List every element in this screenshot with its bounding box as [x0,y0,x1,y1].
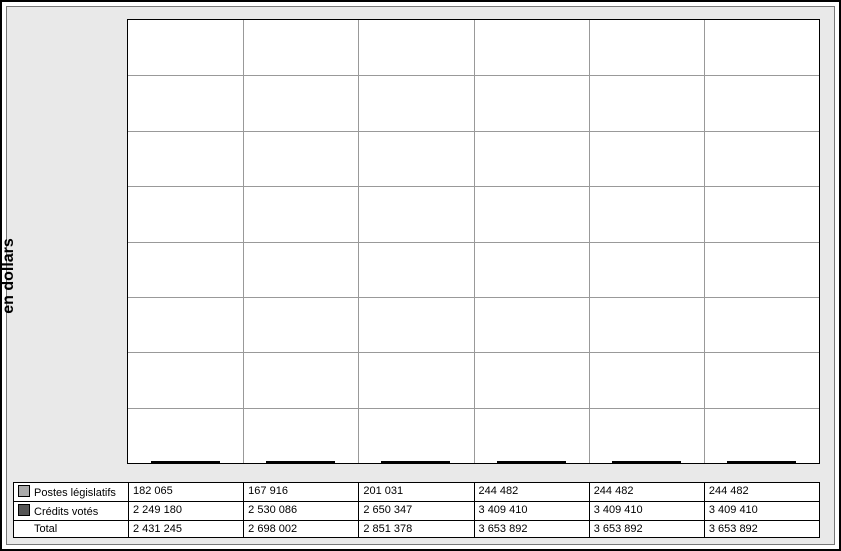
plot-wrap: -500 0001 000 0001 500 0002 000 0002 500… [127,19,820,464]
table-row-label: Total [14,521,128,537]
plot-area: -500 0001 000 0001 500 0002 000 0002 500… [127,19,820,464]
table-cell: 3 653 892 [474,521,589,537]
bar-segment [151,461,220,463]
legend-swatch [18,504,30,516]
table-cell: 2 698 002 [243,521,358,537]
table-cell: 244 482 [474,483,589,501]
table-cell: 2 530 086 [243,502,358,520]
table-cell: 167 916 [243,483,358,501]
category-column: 2023-2024 [474,20,589,463]
chart-frame: en dollars -500 0001 000 0001 500 0002 0… [0,0,841,551]
table-cell: 2 851 378 [358,521,473,537]
table-row-label: Crédits votés [14,502,128,520]
category-column: 2025-2026 [704,20,819,463]
data-table: Postes législatifs182 065167 916201 0312… [13,482,820,538]
category-column: 2024-2025 [589,20,704,463]
table-cell: 182 065 [128,483,243,501]
table-row-label-text: Crédits votés [34,506,98,518]
table-cell: 3 653 892 [589,521,704,537]
legend-swatch [18,485,30,497]
table-cell: 2 249 180 [128,502,243,520]
table-cell: 201 031 [358,483,473,501]
category-column: 2020-2021 [128,20,243,463]
table-cell: 3 653 892 [704,521,819,537]
y-axis-label: en dollars [0,238,18,314]
bar-segment [612,461,681,463]
table-cell: 3 409 410 [474,502,589,520]
table-cell: 244 482 [589,483,704,501]
table-row: Crédits votés 2 249 1802 530 0862 650 347… [14,501,819,520]
category-column: 2022-2023 [358,20,473,463]
bar-segment [727,461,796,463]
table-cell: 3 409 410 [704,502,819,520]
table-cell: 2 650 347 [358,502,473,520]
table-row-label-text: Postes législatifs [34,487,116,499]
bar-segment [381,461,450,463]
table-cell: 2 431 245 [128,521,243,537]
table-row-label: Postes législatifs [14,483,128,501]
table-row-label-text: Total [34,523,57,535]
table-cell: 3 409 410 [589,502,704,520]
table-cell: 244 482 [704,483,819,501]
chart-inner: en dollars -500 0001 000 0001 500 0002 0… [6,6,835,545]
table-row: Total2 431 2452 698 0022 851 3783 653 89… [14,520,819,537]
table-row: Postes législatifs182 065167 916201 0312… [14,483,819,501]
category-column: 2021-2022 [243,20,358,463]
bar-segment [497,461,566,463]
bar-segment [266,461,335,463]
